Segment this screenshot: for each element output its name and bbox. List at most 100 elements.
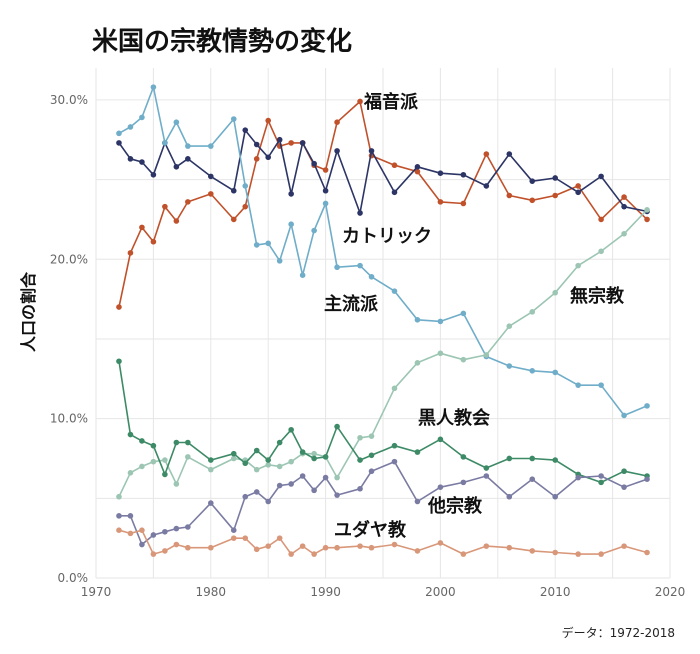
data-point	[529, 548, 536, 554]
x-tick-label: 1980	[196, 585, 227, 599]
data-point	[322, 544, 329, 551]
data-point	[598, 216, 604, 223]
data-point	[552, 493, 558, 500]
data-point	[552, 289, 558, 296]
data-point	[127, 250, 134, 256]
data-point	[437, 199, 444, 205]
data-point	[644, 476, 650, 482]
data-point	[506, 192, 513, 199]
data-point	[253, 447, 260, 454]
data-point	[208, 457, 214, 463]
data-point	[322, 200, 329, 207]
data-point	[437, 484, 444, 490]
data-point	[299, 140, 306, 146]
data-point	[162, 471, 168, 478]
data-point	[116, 130, 122, 137]
data-point	[391, 189, 398, 196]
data-point	[253, 489, 260, 495]
data-point	[139, 541, 145, 548]
data-point	[288, 551, 294, 557]
data-point	[414, 168, 421, 175]
data-point	[242, 535, 249, 541]
chart-title: 米国の宗教情勢の変化	[92, 26, 352, 57]
data-point	[621, 543, 627, 549]
data-point	[173, 119, 180, 125]
data-point	[357, 98, 363, 105]
data-point	[230, 187, 237, 194]
data-point	[253, 242, 260, 248]
data-point	[368, 148, 375, 154]
data-point	[644, 549, 650, 556]
series-2	[116, 84, 650, 419]
data-point	[460, 310, 467, 317]
data-point	[139, 463, 145, 470]
data-point	[185, 156, 191, 162]
data-point	[311, 455, 317, 462]
data-point	[575, 183, 581, 189]
data-point	[276, 463, 283, 470]
data-point	[391, 288, 398, 294]
data-point	[253, 141, 260, 148]
data-point	[357, 457, 363, 463]
data-point	[127, 470, 134, 476]
x-tick-label: 2010	[540, 585, 571, 599]
data-point	[437, 318, 444, 325]
data-point	[173, 525, 180, 532]
data-point	[162, 548, 168, 554]
data-point	[644, 207, 650, 213]
data-point	[276, 439, 283, 446]
series-label: 黒人教会	[418, 407, 490, 429]
data-point	[139, 114, 145, 121]
data-point	[242, 493, 249, 500]
data-point	[139, 224, 145, 231]
series-3	[116, 207, 650, 500]
series-label: カトリック	[342, 226, 432, 247]
data-point	[265, 462, 272, 468]
data-point	[311, 487, 317, 494]
data-point	[253, 546, 260, 553]
data-point	[334, 544, 340, 551]
data-point	[139, 527, 145, 533]
data-point	[529, 476, 536, 482]
data-point	[506, 493, 513, 500]
data-point	[242, 183, 249, 189]
data-point	[368, 452, 375, 459]
data-point	[529, 455, 536, 462]
data-point	[368, 273, 375, 280]
series-5	[116, 458, 650, 548]
data-point	[322, 187, 329, 194]
data-point	[506, 323, 513, 329]
data-point	[162, 203, 168, 210]
data-point	[311, 551, 317, 557]
series-label: 主流派	[324, 293, 379, 315]
data-point	[208, 466, 214, 473]
data-point	[127, 530, 134, 537]
data-point	[127, 431, 134, 438]
data-point	[460, 171, 467, 178]
data-point	[265, 457, 272, 463]
y-tick-label: 0.0%	[58, 571, 89, 585]
data-point	[230, 216, 237, 223]
data-point	[185, 439, 191, 446]
data-point	[276, 535, 283, 541]
data-point	[529, 368, 536, 374]
data-point	[598, 479, 604, 486]
data-point	[334, 148, 340, 154]
data-point	[575, 551, 581, 557]
data-point	[414, 498, 421, 505]
data-point	[276, 258, 283, 264]
data-point	[357, 485, 363, 492]
data-point	[173, 481, 180, 487]
data-point	[230, 450, 237, 457]
data-point	[552, 457, 558, 463]
data-point	[460, 479, 467, 486]
data-point	[357, 434, 363, 441]
data-point	[414, 548, 421, 554]
data-point	[288, 481, 294, 487]
data-point	[127, 124, 134, 130]
data-point	[299, 272, 306, 278]
data-point	[506, 363, 513, 369]
data-point	[322, 167, 329, 173]
